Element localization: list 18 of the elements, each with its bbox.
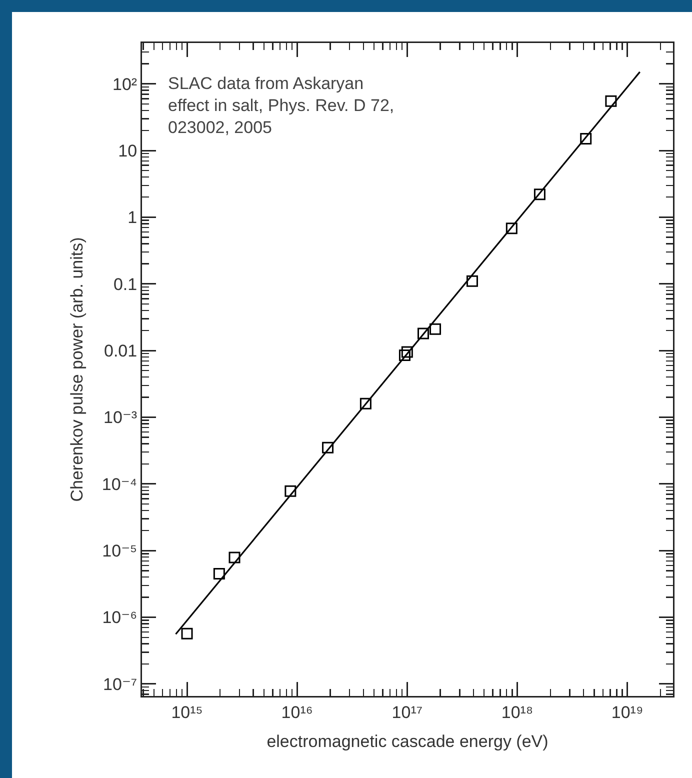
annotation: SLAC data from Askaryan effect in salt, Phys. Rev. D 72, 023002, 2005 (168, 74, 394, 138)
y-tick-label: 10 (118, 141, 138, 160)
y-tick-label: 10² (112, 74, 138, 94)
x-tick-label: 10¹⁶ (281, 702, 313, 722)
y-tick-label: 10⁻⁴ (102, 474, 138, 494)
y-tick-label: 10⁻³ (104, 408, 138, 428)
y-tick-label: 10⁻⁵ (102, 542, 138, 561)
y-tick-label: 0.1 (113, 274, 138, 294)
y-tick-label: 1 (128, 208, 138, 228)
x-tick-label: 10¹⁷ (392, 702, 423, 722)
y-tick-label: 0.01 (104, 342, 138, 361)
x-tick-label: 10¹⁸ (501, 702, 534, 722)
x-tick-label: 10¹⁹ (611, 702, 644, 722)
y-tick-label: 10⁻⁶ (102, 608, 138, 628)
x-tick-label: 10¹⁵ (171, 702, 203, 722)
x-axis-title: electromagnetic cascade energy (eV) (266, 732, 548, 752)
y-tick-label: 10⁻⁷ (103, 674, 138, 694)
y-axis-title: Cherenkov pulse power (arb. units) (68, 237, 87, 502)
